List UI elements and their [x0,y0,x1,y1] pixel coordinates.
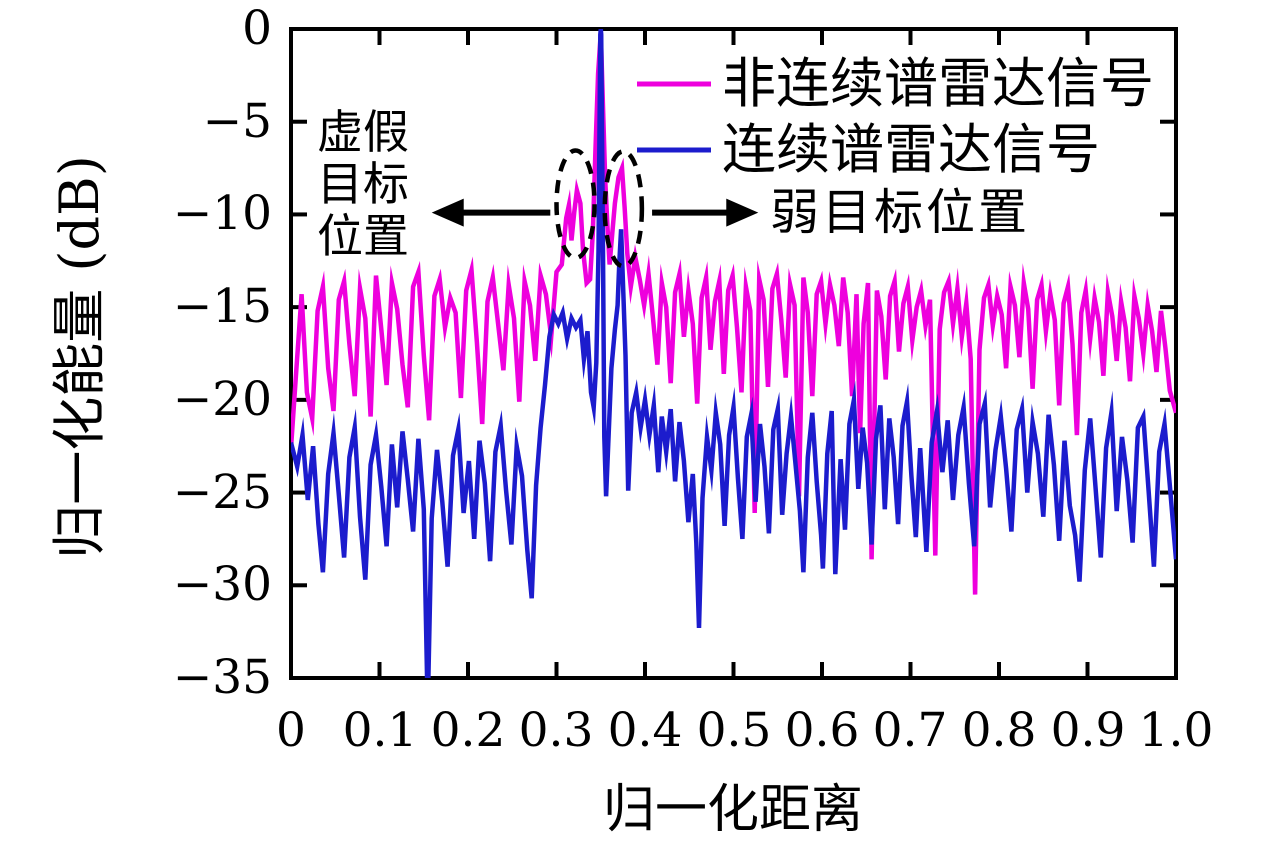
false-target-annotation: 虚假 目标 位置 [296,106,430,262]
y-tick-label-10: −10 [172,186,272,241]
y-axis-title: 归一化能量 (dB) [48,155,111,559]
y-tick-label-20: −20 [172,372,272,427]
x-tick-label-03: 0.3 [518,703,594,758]
false-target-line3: 位置 [317,209,409,263]
x-tick-label-09: 0.9 [1050,703,1126,758]
y-tick-label-35: −35 [172,650,272,705]
x-tick-label-04: 0.4 [607,703,683,758]
x-tick-label-08: 0.8 [961,703,1037,758]
y-tick-label-15: −15 [172,279,272,334]
x-tick-label-06: 0.6 [784,703,860,758]
x-tick-label-05: 0.5 [696,703,772,758]
x-axis-title: 归一化距离 [602,780,863,840]
x-tick-label-0: 0 [276,703,306,758]
false-target-line1: 虚假 [317,105,409,159]
x-tick-label-10: 1.0 [1138,703,1214,758]
false-target-line2: 目标 [317,157,409,211]
sidelobe-highlight-ellipse-1 [554,148,597,261]
y-tick-label-0: 0 [242,1,272,56]
legend-label-continuous: 连续谱雷达信号 [722,118,1100,181]
continuous-spectrum-line [291,29,1176,678]
false-target-arrow-head [431,198,464,227]
weak-target-annotation: 弱目标位置 [770,184,1031,241]
annotation-shapes [431,148,759,269]
sidelobe-highlight-ellipse-2 [602,149,645,269]
axis-ticks [289,27,1178,680]
noncontinuous-spectrum-line [291,32,1176,595]
weak-target-arrow-head [726,198,759,227]
legend-label-noncontinuous: 非连续谱雷达信号 [722,52,1154,115]
x-tick-label-01: 0.1 [342,703,418,758]
y-tick-label-5: −5 [202,94,272,149]
y-tick-label-30: −30 [172,557,272,612]
legend-line-samples [637,81,711,153]
x-tick-label-07: 0.7 [872,703,948,758]
x-tick-label-02: 0.2 [430,703,506,758]
series-curves [291,29,1176,678]
y-tick-label-25: −25 [172,465,272,520]
